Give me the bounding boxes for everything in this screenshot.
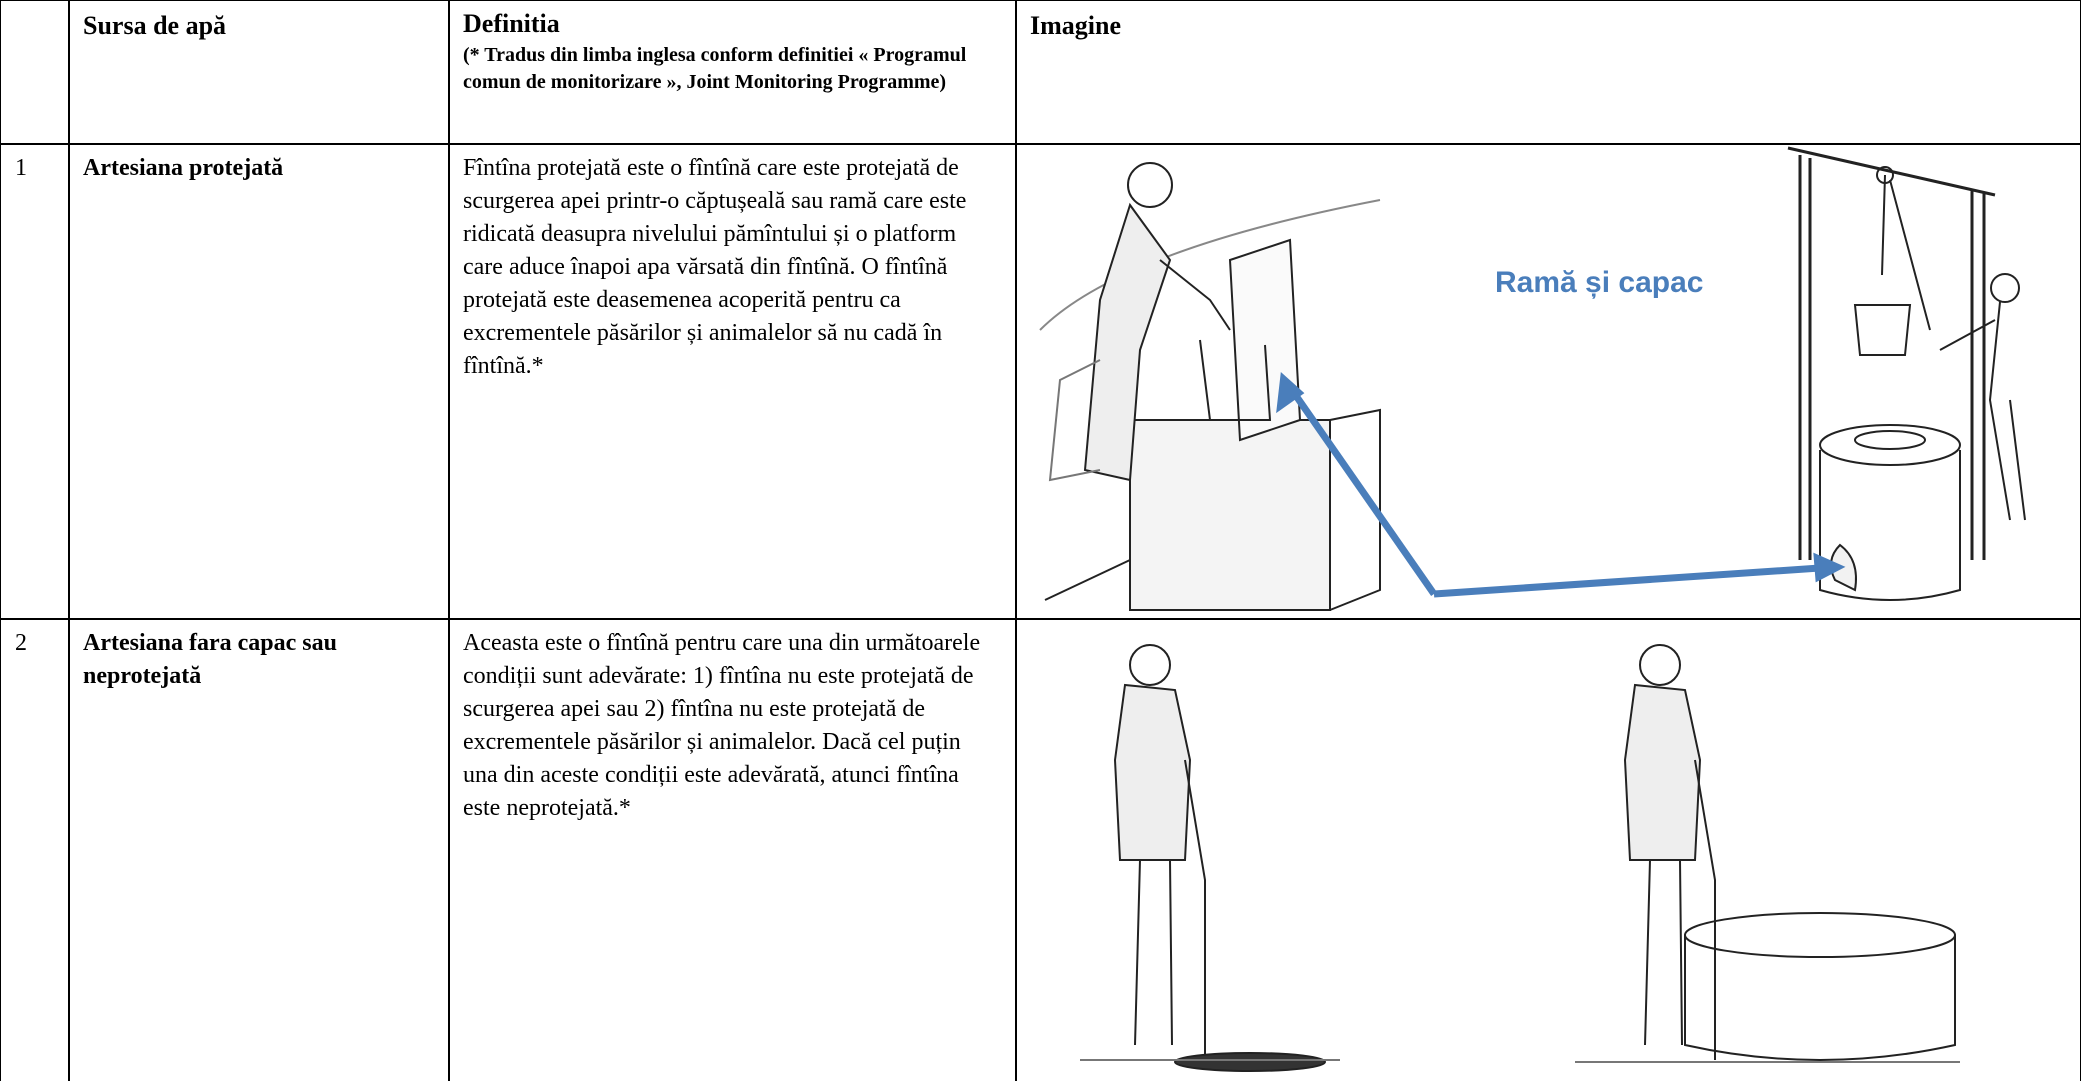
header-source: Sursa de apă (68, 0, 450, 145)
row-source: Artesiana protejată (68, 143, 450, 620)
row-number: 2 (0, 618, 70, 1081)
pointer-arrows (1276, 371, 1846, 598)
row-definition: Fîntîna protejată este o fîntînă care es… (448, 143, 1017, 620)
protected-well-sketch (1039, 162, 1381, 611)
well-with-pulley-sketch (1787, 146, 2026, 601)
unprotected-well-sketch (1080, 644, 1960, 1072)
row-source: Artesiana fara capac sau neprotejată (68, 618, 450, 1081)
header-cell (0, 0, 70, 145)
row-number: 1 (0, 143, 70, 620)
annotation: Ramă și capac (1495, 266, 1704, 299)
header-image: Imagine (1015, 0, 2081, 145)
row-image (1015, 618, 2081, 1081)
header-definition: Definitia (* Tradus din limba inglesa co… (448, 0, 1017, 145)
row-definition: Aceasta este o fîntînă pentru care una d… (448, 618, 1017, 1081)
row-image (1015, 143, 2081, 620)
header-definition-note: (* Tradus din limba inglesa conform defi… (463, 44, 967, 93)
header-definition-title: Definitia (463, 9, 560, 38)
